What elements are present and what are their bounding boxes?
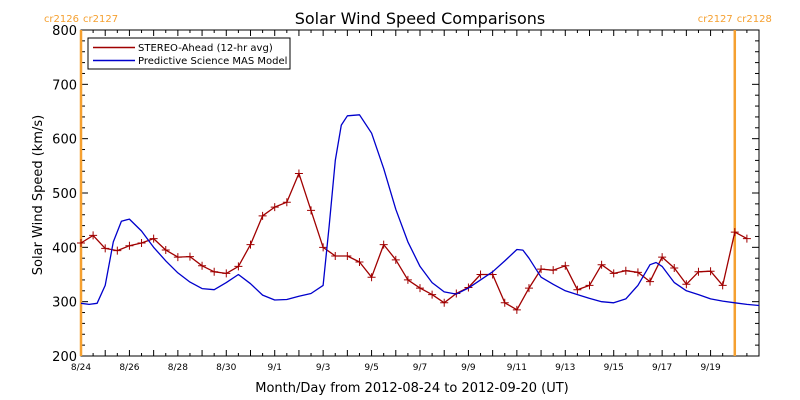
y-tick-label: 200 <box>52 350 77 365</box>
legend-box <box>87 37 291 70</box>
data-point-marker <box>307 206 316 215</box>
x-tick-label: 9/17 <box>652 363 672 373</box>
series-line-stereo <box>80 172 748 311</box>
rotation-marker-label: cr2127 <box>698 14 733 25</box>
x-tick-label: 9/11 <box>507 363 527 373</box>
data-point-marker <box>403 275 412 284</box>
series-layer <box>77 114 760 314</box>
x-tick-label: 8/24 <box>71 363 91 373</box>
y-tick-label: 300 <box>52 296 77 311</box>
legend: STEREO-Ahead (12-hr avg) Predictive Scie… <box>87 37 291 70</box>
data-point-marker <box>416 284 424 293</box>
data-point-marker <box>161 246 170 255</box>
data-point-marker <box>137 238 146 247</box>
x-tick-label: 9/7 <box>413 363 427 373</box>
y-axis-label: Solar Wind Speed (km/s) <box>31 115 46 275</box>
x-tick-label: 9/15 <box>604 363 624 373</box>
data-point-marker <box>573 285 582 294</box>
data-point-marker <box>646 277 655 286</box>
data-point-marker <box>125 241 134 250</box>
data-point-marker <box>597 260 606 269</box>
data-point-marker <box>331 252 340 261</box>
x-tick-label: 9/3 <box>316 363 330 373</box>
rotation-marker-label: cr2128 <box>737 14 772 25</box>
data-point-marker <box>77 238 85 247</box>
chart-title: Solar Wind Speed Comparisons <box>295 9 546 28</box>
data-point-marker <box>89 231 98 240</box>
data-point-marker <box>476 270 485 279</box>
data-point-marker <box>512 305 521 314</box>
data-point-marker <box>682 280 691 289</box>
data-point-marker <box>585 281 594 290</box>
x-tick-label: 9/19 <box>700 363 720 373</box>
data-point-marker <box>524 284 533 293</box>
data-point-marker <box>149 234 158 243</box>
data-point-marker <box>561 261 570 270</box>
x-tick-label: 9/9 <box>461 363 476 373</box>
plot-frame <box>80 29 760 357</box>
data-point-marker <box>113 246 122 255</box>
data-point-marker <box>185 252 194 261</box>
data-point-marker <box>621 266 630 275</box>
data-point-marker <box>718 281 727 290</box>
data-point-marker <box>440 298 449 307</box>
data-point-marker <box>500 298 509 307</box>
y-tick-label: 600 <box>52 133 77 148</box>
data-point-marker <box>198 261 207 270</box>
data-point-marker <box>234 262 243 271</box>
data-point-marker <box>173 253 182 262</box>
x-tick-label: 8/30 <box>216 363 236 373</box>
series-line-mas-model <box>80 114 760 307</box>
x-tick-label: 9/13 <box>555 363 575 373</box>
data-point-marker <box>258 211 267 220</box>
data-point-marker <box>537 265 546 274</box>
rotation-markers-layer: cr2126 cr2127 cr2127 cr2128 <box>44 14 772 356</box>
data-point-marker <box>101 244 110 253</box>
data-point-marker <box>391 255 400 264</box>
rotation-marker-label: cr2127 <box>83 14 118 25</box>
data-point-marker <box>633 268 642 277</box>
data-point-marker <box>706 267 715 276</box>
x-axis-label: Month/Day from 2012-08-24 to 2012-09-20 … <box>255 381 568 396</box>
y-tick-label: 400 <box>52 241 77 256</box>
data-point-marker <box>210 267 219 276</box>
data-point-marker <box>609 269 618 278</box>
legend-label-stereo: STEREO-Ahead (12-hr avg) <box>138 43 273 54</box>
data-point-marker <box>670 263 679 272</box>
x-tick-label: 9/1 <box>267 363 281 373</box>
data-point-marker <box>355 258 364 267</box>
data-point-marker <box>319 243 328 252</box>
data-point-marker <box>367 273 376 282</box>
data-point-marker <box>282 198 291 207</box>
y-tick-label: 500 <box>52 187 77 202</box>
data-point-marker <box>343 252 352 261</box>
data-point-marker <box>549 266 558 275</box>
data-point-marker <box>658 253 667 262</box>
legend-label-mas-model: Predictive Science MAS Model <box>138 56 287 67</box>
data-point-marker <box>428 290 437 299</box>
data-point-marker <box>294 169 303 178</box>
y-tick-label: 800 <box>52 24 77 39</box>
x-tick-label: 8/28 <box>168 363 188 373</box>
axes-layer: 200 300 400 500 600 700 800 8/24 8/26 8/28 8/30 9/1… <box>52 24 760 373</box>
data-point-marker <box>742 234 751 243</box>
data-point-marker <box>246 240 255 249</box>
rotation-marker-label: cr2126 <box>44 14 79 25</box>
x-tick-label: 8/26 <box>119 363 139 373</box>
data-point-marker <box>730 228 739 237</box>
data-point-marker <box>222 269 231 278</box>
data-point-marker <box>270 203 279 212</box>
data-point-marker <box>694 267 703 276</box>
x-tick-label: 9/5 <box>364 363 378 373</box>
y-tick-label: 700 <box>52 78 77 93</box>
data-point-marker <box>379 240 388 249</box>
